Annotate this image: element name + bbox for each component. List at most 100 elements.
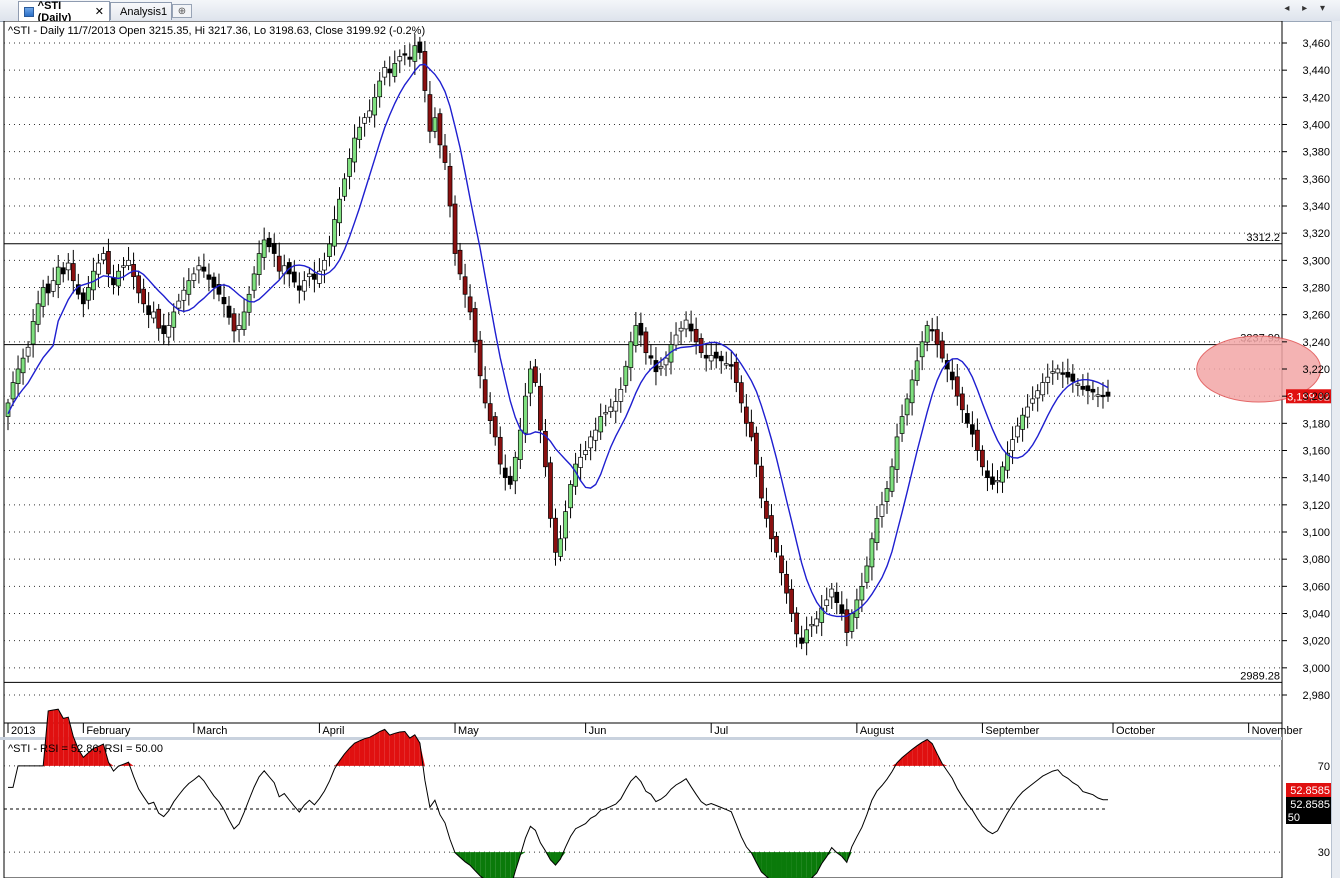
candle-body — [1050, 371, 1056, 374]
candle-body — [337, 198, 342, 224]
candle-body — [412, 45, 418, 62]
candle-body — [970, 424, 975, 435]
candle-body — [683, 319, 689, 330]
y-tick-label: 3,440 — [1302, 65, 1330, 77]
rsi-overbought-fill — [68, 717, 74, 766]
x-tick-label: Jul — [714, 725, 728, 737]
candle-body — [743, 406, 749, 424]
candle-body — [106, 251, 111, 275]
candle-body — [151, 311, 157, 319]
y-tick-label: 2,980 — [1302, 690, 1330, 702]
candle-body — [723, 363, 729, 366]
rsi-overbought-fill — [73, 736, 79, 766]
level-label: 2989.28 — [1240, 670, 1280, 682]
candle-body — [231, 313, 237, 332]
candle-body — [1040, 382, 1046, 396]
candle-body — [20, 357, 26, 374]
candle-body — [859, 585, 865, 601]
candle-body — [522, 395, 528, 434]
candle-body — [809, 624, 815, 627]
rsi-oversold-fill — [480, 852, 486, 878]
candle-body — [121, 265, 126, 268]
candle-body — [502, 467, 508, 479]
candle-body — [472, 308, 478, 343]
rsi-line — [8, 708, 1109, 878]
x-tick-label: February — [86, 725, 131, 737]
rsi-oversold-fill — [816, 852, 822, 874]
candle-body — [211, 276, 217, 288]
tab-analysis1[interactable]: Analysis1 — [110, 2, 172, 20]
candle-body — [477, 339, 483, 377]
y-tick-label: 3,020 — [1302, 636, 1330, 648]
rsi-title: ^STI - RSI = 52.86, RSI = 50.00 — [8, 743, 163, 755]
candle-body — [558, 538, 563, 557]
candle-body — [332, 219, 337, 247]
candle-body — [382, 67, 388, 78]
tab-sti-daily[interactable]: ^STI (Daily) ✕ — [18, 0, 110, 24]
rsi-oversold-fill — [791, 852, 797, 878]
candle-body — [312, 273, 317, 280]
plus-icon: ⊕ — [177, 6, 187, 17]
candle-body — [1000, 466, 1005, 483]
y-tick-label: 3,100 — [1302, 527, 1330, 539]
candle-body — [397, 56, 403, 62]
moving-average — [7, 63, 1109, 618]
candle-body — [588, 436, 594, 449]
candle-body — [101, 253, 106, 261]
candle-body — [407, 56, 413, 60]
chart-area[interactable]: 3312.23237.992989.28 3,199.92 3,460 3,440… — [0, 21, 1332, 878]
candle-body — [884, 488, 890, 502]
candle-body — [633, 325, 639, 346]
candle-body — [15, 368, 21, 384]
right-scrollbar[interactable] — [1331, 21, 1340, 878]
highlight-ellipse — [1196, 335, 1322, 403]
last-price-label: 3,199.92 — [1287, 391, 1330, 403]
candle-body — [327, 243, 332, 257]
candle-body — [241, 311, 247, 330]
candle-body — [256, 253, 262, 275]
x-tick-label: 2013 — [11, 725, 35, 737]
tab-scroll-arrows[interactable]: ◂ ▸ ▾ — [1284, 3, 1330, 14]
rsi-overbought-fill — [364, 737, 370, 766]
candle-body — [1080, 385, 1086, 390]
candle-body — [593, 429, 599, 441]
rsi-overbought-fill — [83, 752, 89, 766]
close-icon[interactable]: ✕ — [94, 6, 104, 18]
rsi-value-label: 52.8585 — [1290, 785, 1330, 797]
candle-body — [206, 274, 212, 280]
candlesticks: 3,199.92 — [5, 33, 1332, 656]
rsi-overbought-fill — [359, 738, 365, 766]
candle-body — [904, 398, 910, 416]
candle-body — [307, 273, 312, 278]
candle-body — [1020, 414, 1025, 430]
candle-body — [1100, 394, 1106, 398]
new-tab-button[interactable]: ⊕ — [172, 4, 192, 18]
rsi-overbought-fill — [399, 731, 405, 766]
candle-body — [688, 323, 694, 332]
candle-body — [899, 416, 905, 434]
candle-body — [728, 364, 734, 367]
candle-body — [221, 296, 227, 305]
candle-body — [824, 599, 830, 606]
candle-body — [1070, 373, 1076, 382]
candle-body — [959, 393, 965, 411]
rsi-overbought-fill — [379, 729, 385, 766]
level-label: 3312.2 — [1246, 232, 1280, 244]
y-tick-label: 3,340 — [1302, 201, 1330, 213]
x-tick-label: May — [458, 725, 479, 737]
candle-body — [60, 267, 66, 275]
candle-body — [362, 117, 367, 124]
candle-body — [136, 275, 141, 294]
candle-body — [166, 325, 172, 338]
candle-body — [764, 500, 769, 519]
candle-body — [1075, 383, 1081, 386]
pane-splitter[interactable] — [0, 737, 1282, 740]
candle-body — [176, 300, 182, 309]
candle-body — [86, 287, 91, 301]
chart-frame — [3, 21, 1283, 878]
candle-body — [779, 555, 784, 574]
rsi-overbought-fill — [394, 731, 400, 766]
candle-body — [618, 389, 624, 402]
rsi-oversold-fill — [776, 852, 782, 878]
y-tick-label: 3,280 — [1302, 283, 1330, 295]
